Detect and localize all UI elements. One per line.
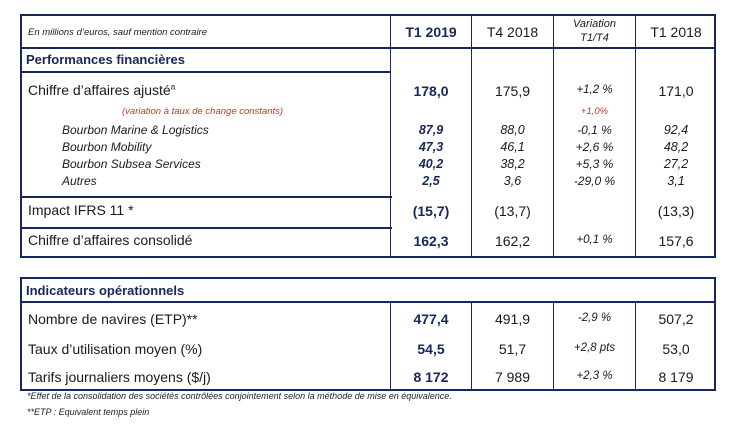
cell-t4-2018: 88,0 bbox=[500, 123, 525, 137]
row-label-marine-logistics: Bourbon Marine & Logistics bbox=[62, 123, 209, 137]
cell-variation: +1,0% bbox=[580, 106, 609, 117]
cell-t1-2018: 8 179 bbox=[658, 369, 694, 385]
cell-variation: +0,1 % bbox=[576, 234, 613, 246]
column-divider bbox=[390, 16, 391, 256]
table-header bbox=[22, 16, 714, 49]
row-label-subsea: Bourbon Subsea Services bbox=[62, 157, 201, 171]
col-header-t4-2018: T4 2018 bbox=[486, 24, 539, 40]
cell-t1-2018: (13,3) bbox=[657, 203, 695, 219]
row-label-utilization: Taux d’utilisation moyen (%) bbox=[28, 341, 203, 357]
row-label-mobility: Bourbon Mobility bbox=[62, 140, 152, 154]
row-label-ca-consolide: Chiffre d’affaires consolidé bbox=[28, 232, 193, 248]
column-divider bbox=[635, 303, 636, 389]
cell-t1-2018: 53,0 bbox=[662, 341, 690, 357]
cell-t1-2018: 92,4 bbox=[663, 123, 689, 137]
section-title: Indicateurs opérationnels bbox=[26, 283, 185, 298]
column-divider bbox=[553, 16, 554, 256]
cell-t1-2019: 8 172 bbox=[413, 369, 449, 385]
cell-t1-2019: 40,2 bbox=[418, 157, 444, 171]
financial-performance-table: En millions d’euros, sauf mention contra… bbox=[20, 14, 716, 258]
cell-t4-2018: 3,6 bbox=[503, 174, 522, 188]
cell-t1-2019: 2,5 bbox=[422, 174, 440, 188]
column-divider bbox=[471, 16, 472, 256]
cell-t4-2018: 46,1 bbox=[500, 140, 525, 154]
cell-t4-2018: 38,2 bbox=[500, 157, 525, 171]
col-header-t1-2019: T1 2019 bbox=[405, 24, 457, 40]
cell-variation: +2,8 pts bbox=[573, 342, 616, 354]
column-divider bbox=[390, 303, 391, 389]
cell-t1-2019: 178,0 bbox=[413, 83, 449, 99]
cell-t1-2019: 87,9 bbox=[418, 123, 444, 137]
cell-t1-2018: 157,6 bbox=[658, 233, 694, 249]
cell-t4-2018: 491,9 bbox=[494, 311, 531, 327]
cell-t1-2018: 171,0 bbox=[658, 83, 694, 99]
cell-t1-2018: 48,2 bbox=[663, 140, 689, 154]
operational-indicators-table: Indicateurs opérationnels Nombre de navi… bbox=[20, 277, 716, 391]
row-label-autres: Autres bbox=[62, 174, 97, 188]
units-note: En millions d’euros, sauf mention contra… bbox=[28, 27, 208, 38]
cell-t1-2019: (15,7) bbox=[412, 203, 450, 219]
section-title-row bbox=[22, 279, 714, 303]
cell-t4-2018: (13,7) bbox=[494, 203, 531, 219]
section-title: Performances financières bbox=[26, 52, 185, 67]
cell-variation: +2,3 % bbox=[576, 370, 613, 382]
column-divider bbox=[471, 303, 472, 389]
cell-t4-2018: 51,7 bbox=[498, 341, 527, 357]
cell-t1-2018: 507,2 bbox=[658, 311, 694, 327]
cell-t1-2018: 3,1 bbox=[667, 174, 685, 188]
cell-variation: -0,1 % bbox=[577, 123, 612, 137]
cell-t4-2018: 162,2 bbox=[494, 233, 531, 249]
cell-variation: -29,0 % bbox=[573, 174, 616, 188]
cell-t1-2019: 477,4 bbox=[413, 311, 449, 327]
cell-variation: +1,2 % bbox=[576, 84, 613, 96]
row-label-ca-ajuste: Chiffre d’affaires ajustéa bbox=[28, 82, 176, 98]
row-label-fleet: Nombre de navires (ETP)** bbox=[28, 311, 198, 327]
footnote-ifrs: *Effet de la consolidation des sociétés … bbox=[27, 391, 452, 401]
row-label-constant-fx: (variation à taux de change constants) bbox=[122, 106, 284, 117]
col-header-variation: Variation bbox=[572, 18, 616, 30]
column-divider bbox=[635, 16, 636, 256]
row-separator bbox=[22, 227, 392, 229]
column-divider bbox=[553, 303, 554, 389]
row-label-day-rates: Tarifs journaliers moyens ($/j) bbox=[28, 369, 211, 385]
cell-t1-2019: 162,3 bbox=[413, 233, 449, 249]
cell-t1-2018: 27,2 bbox=[663, 157, 689, 171]
cell-variation: +5,3 % bbox=[575, 157, 614, 171]
col-header-variation-sub: T1/T4 bbox=[580, 32, 609, 44]
footnote-etp: **ETP : Equivalent temps plein bbox=[27, 407, 150, 417]
cell-variation: +2,6 % bbox=[575, 140, 614, 154]
row-label-ifrs11: Impact IFRS 11 * bbox=[28, 202, 134, 218]
row-separator bbox=[22, 196, 392, 198]
cell-t1-2019: 47,3 bbox=[418, 140, 444, 154]
cell-t1-2019: 54,5 bbox=[417, 341, 445, 357]
col-header-t1-2018: T1 2018 bbox=[650, 24, 702, 40]
cell-t4-2018: 7 989 bbox=[494, 369, 531, 385]
section-title-row bbox=[22, 49, 390, 73]
cell-variation: -2,9 % bbox=[577, 312, 612, 324]
cell-t4-2018: 175,9 bbox=[494, 83, 531, 99]
